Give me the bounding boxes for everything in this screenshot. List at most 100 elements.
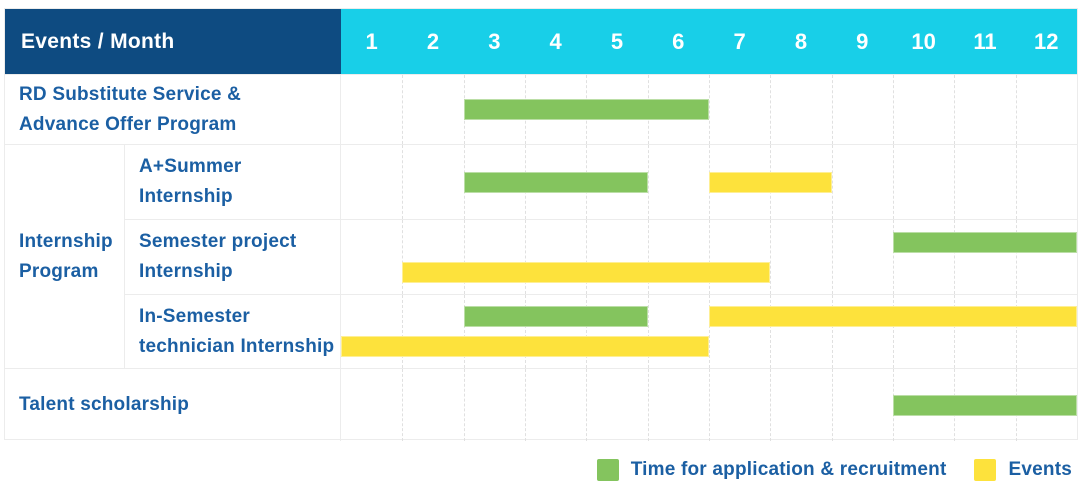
row-rd-substitute-service: RD Substitute Service & Advance Offer Pr… (5, 75, 1077, 145)
legend: Time for application & recruitment Event… (596, 452, 1072, 488)
bar-line (341, 394, 1077, 416)
events-bar (341, 336, 709, 357)
yellow-swatch-icon (974, 459, 997, 481)
group-subrows: A+Summer Internship Semester project Int… (125, 145, 1077, 368)
month-gridline (709, 295, 710, 368)
row-chart-area (341, 75, 1077, 144)
month-gridline (1015, 220, 1017, 294)
bar-line (341, 261, 1077, 283)
month-header-6: 6 (672, 28, 685, 54)
month-gridline (647, 295, 649, 368)
month-header-5: 5 (610, 28, 624, 54)
row-chart-area (341, 220, 1077, 294)
legend-item-recruitment: Time for application & recruitment (596, 459, 947, 481)
month-gridline (586, 295, 588, 368)
month-gridline (1015, 145, 1017, 219)
month-gridline (709, 369, 710, 441)
events-month-table: Events / Month 1 2 3 4 5 6 7 8 9 10 11 1… (4, 8, 1078, 441)
bar-line (341, 99, 1077, 120)
row-chart-area (341, 145, 1077, 219)
month-gridline (954, 75, 956, 144)
month-header-10: 10 (911, 28, 936, 54)
legend-label: Events (1008, 459, 1072, 480)
recruitment-bar (463, 99, 709, 120)
month-gridline (1015, 75, 1017, 144)
month-header-11: 11 (973, 28, 997, 54)
bar-line (341, 336, 1077, 357)
recruitment-bar (893, 231, 1077, 253)
table-header-row: Events / Month 1 2 3 4 5 6 7 8 9 10 11 1… (5, 9, 1077, 75)
month-gridline (402, 145, 404, 219)
month-header-12: 12 (1034, 28, 1059, 54)
month-header-9: 9 (856, 28, 869, 54)
month-gridline (586, 220, 588, 294)
events-bar (402, 261, 771, 283)
bar-stack (341, 145, 1077, 219)
events-bar (709, 306, 1077, 327)
bar-stack (341, 369, 1077, 441)
month-gridline (831, 295, 833, 368)
bar-line (341, 171, 1077, 193)
row-label: In-Semester technician Internship (125, 295, 341, 368)
month-gridline (831, 75, 833, 144)
month-gridline (770, 75, 772, 144)
legend-item-events: Events (974, 459, 1072, 481)
recruitment-bar (893, 394, 1077, 416)
month-header-3: 3 (488, 28, 501, 54)
month-gridline (402, 369, 404, 441)
month-gridline (770, 295, 772, 368)
row-chart-area (341, 295, 1077, 368)
row-label: RD Substitute Service & Advance Offer Pr… (5, 75, 341, 144)
month-gridline (525, 220, 526, 294)
month-gridline (954, 295, 956, 368)
row-label: Talent scholarship (5, 369, 341, 441)
month-header-7: 7 (733, 28, 746, 54)
month-gridline (586, 369, 588, 441)
month-gridline (893, 145, 894, 219)
month-header-4: 4 (549, 28, 562, 54)
month-header-1: 1 (365, 28, 378, 54)
month-gridline (770, 220, 772, 294)
corner-header: Events / Month (5, 9, 341, 74)
month-gridline (402, 295, 404, 368)
bar-line (341, 231, 1077, 253)
month-gridline (831, 145, 833, 219)
month-header-2: 2 (426, 28, 440, 54)
month-gridline (709, 75, 710, 144)
row-talent-scholarship: Talent scholarship (5, 369, 1077, 441)
row-label: A+Summer Internship (125, 145, 341, 219)
row-chart-area (341, 369, 1077, 441)
internship-program-group: Internship Program A+Summer Internship S… (5, 145, 1077, 369)
month-gridline (770, 369, 772, 441)
month-gridline (463, 369, 465, 441)
month-gridline (831, 369, 833, 441)
group-label: Internship Program (5, 145, 125, 368)
bar-stack (341, 220, 1077, 294)
month-gridline (1015, 295, 1017, 368)
events-bar (709, 171, 832, 193)
legend-label: Time for application & recruitment (630, 459, 947, 480)
recruitment-bar (463, 306, 648, 327)
month-gridline (893, 75, 894, 144)
month-gridline (402, 220, 404, 294)
month-gridline (893, 220, 894, 294)
month-gridline (647, 220, 649, 294)
bar-stack (341, 295, 1077, 368)
row-in-semester-technician-internship: In-Semester technician Internship (125, 295, 1077, 368)
month-gridline (954, 145, 956, 219)
month-gridline (647, 369, 649, 441)
green-swatch-icon (596, 459, 619, 481)
month-gridline (893, 295, 894, 368)
month-header-row: 1 2 3 4 5 6 7 8 9 10 11 12 (341, 9, 1077, 74)
month-gridline (463, 220, 465, 294)
row-semester-project-internship: Semester project Internship (125, 220, 1077, 295)
month-gridline (525, 295, 526, 368)
row-a-plus-summer-internship: A+Summer Internship (125, 145, 1077, 220)
month-gridline (402, 75, 404, 144)
bar-line (341, 306, 1077, 327)
month-gridline (463, 295, 465, 368)
row-label: Semester project Internship (125, 220, 341, 294)
month-header-8: 8 (794, 28, 808, 54)
month-gridline (525, 369, 526, 441)
